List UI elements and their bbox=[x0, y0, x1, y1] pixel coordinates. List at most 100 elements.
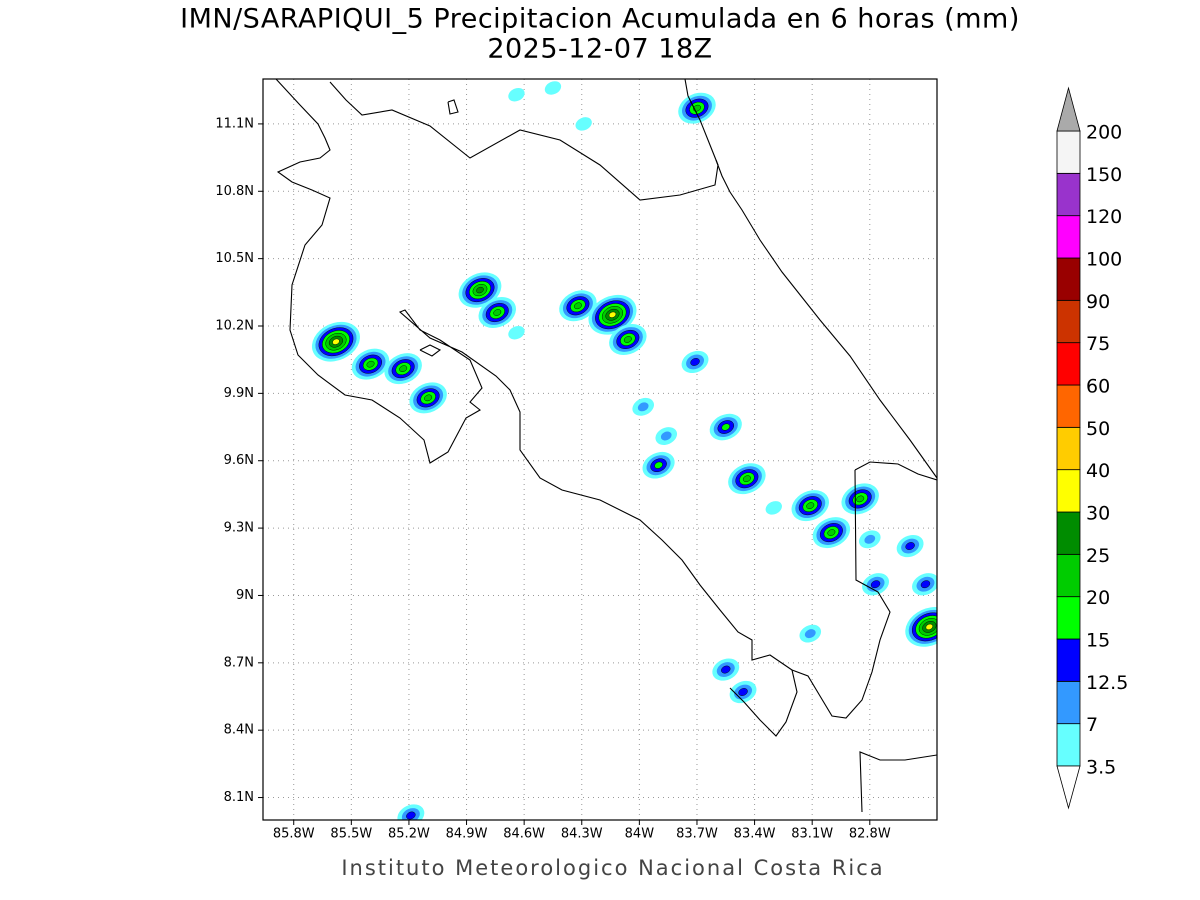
y-tick-label: 10.5N bbox=[215, 251, 254, 266]
contour-band bbox=[573, 302, 582, 310]
contour-band bbox=[654, 461, 663, 469]
precip-cell bbox=[588, 294, 637, 335]
coastline bbox=[791, 469, 891, 719]
colorbar-bin bbox=[1056, 723, 1081, 767]
contour-band bbox=[905, 542, 915, 550]
y-tick-label: 11.1N bbox=[215, 116, 254, 131]
contour-band bbox=[332, 338, 340, 345]
contour-band bbox=[827, 529, 836, 536]
contour-band bbox=[738, 688, 748, 696]
precip-cell bbox=[642, 451, 675, 479]
colorbar: 3.5 7 12.5 15 20 25 30 40 50 60 75 90 100 120 150 200 bbox=[1056, 86, 1128, 810]
coastline bbox=[854, 461, 937, 481]
precip-cell bbox=[709, 413, 742, 441]
contour-band bbox=[508, 325, 525, 340]
precip-cell bbox=[311, 321, 361, 362]
precip-cell bbox=[478, 297, 517, 329]
contour-band bbox=[406, 811, 416, 820]
precip-cell bbox=[791, 490, 830, 522]
colorbar-bin bbox=[1056, 596, 1081, 640]
precip-cell bbox=[575, 117, 592, 131]
x-tick-label: 83.4W bbox=[734, 827, 776, 842]
precip-cell bbox=[799, 624, 822, 643]
coastline bbox=[447, 99, 459, 115]
colorbar-label: 200 bbox=[1086, 122, 1122, 144]
precip-cell bbox=[559, 290, 597, 322]
contour-band bbox=[925, 623, 933, 630]
precip-cell bbox=[728, 463, 766, 495]
colorbar-under bbox=[1056, 765, 1081, 810]
title: IMN/SARAPIQUI_5 Precipitacion Acumulada … bbox=[180, 4, 1020, 35]
precip-cell bbox=[508, 87, 525, 102]
colorbar-bin bbox=[1056, 130, 1081, 174]
x-tick-label: 85.8W bbox=[273, 827, 315, 842]
y-tick-label: 9.3N bbox=[224, 521, 254, 536]
colorbar-label: 90 bbox=[1086, 291, 1110, 313]
y-tick-label: 8.4N bbox=[224, 723, 254, 738]
colorbar-bin bbox=[1056, 426, 1081, 471]
contour-band bbox=[856, 495, 865, 503]
precip-cell bbox=[765, 501, 782, 515]
precip-cell bbox=[678, 92, 716, 124]
contour-band bbox=[508, 87, 525, 102]
colorbar-label: 7 bbox=[1086, 714, 1098, 736]
precip-cell bbox=[896, 534, 924, 558]
precip-cell bbox=[841, 483, 879, 515]
colorbar-label: 3.5 bbox=[1086, 757, 1116, 779]
contour-band bbox=[870, 580, 881, 589]
contour-band bbox=[575, 117, 592, 131]
colorbar-label: 12.5 bbox=[1086, 672, 1128, 694]
grid bbox=[263, 79, 937, 820]
colorbar-bin bbox=[1056, 257, 1081, 301]
precip-cell bbox=[729, 680, 757, 704]
x-tick-label: 84.6W bbox=[503, 827, 545, 842]
contour-band bbox=[623, 336, 632, 343]
contour-band bbox=[366, 360, 375, 368]
x-tick-label: 85.5W bbox=[330, 827, 372, 842]
precip-cell bbox=[609, 323, 647, 355]
contour-band bbox=[864, 534, 876, 544]
contour-band bbox=[424, 394, 433, 402]
colorbar-bin bbox=[1056, 638, 1081, 682]
precip-cell bbox=[544, 81, 562, 95]
coastline bbox=[419, 344, 442, 357]
precip-cell bbox=[858, 530, 881, 549]
colorbar-bin bbox=[1056, 215, 1081, 259]
x-tick-label: 84W bbox=[625, 827, 655, 842]
colorbar-bin bbox=[1056, 384, 1081, 428]
x-tick-label: 82.8W bbox=[849, 827, 891, 842]
contour-band bbox=[544, 81, 562, 95]
coastline bbox=[275, 79, 798, 737]
coastlines bbox=[275, 79, 937, 813]
colorbar-label: 75 bbox=[1086, 333, 1110, 355]
precip-cell bbox=[397, 804, 425, 820]
colorbar-bin bbox=[1056, 553, 1081, 598]
contour-band bbox=[660, 431, 672, 441]
colorbar-bin bbox=[1056, 342, 1081, 386]
x-tick-label: 85.2W bbox=[388, 827, 430, 842]
coastline bbox=[715, 159, 937, 479]
contour-band bbox=[690, 358, 700, 366]
colorbar-bin bbox=[1056, 299, 1081, 344]
colorbar-label: 120 bbox=[1086, 206, 1122, 228]
x-tick-label: 83.1W bbox=[791, 827, 833, 842]
colorbar-label: 60 bbox=[1086, 376, 1110, 398]
y-tick-label: 10.2N bbox=[215, 319, 254, 334]
precip-cell bbox=[409, 382, 447, 414]
footer: Instituto Meteorologico Nacional Costa R… bbox=[341, 856, 884, 880]
colorbar-label: 150 bbox=[1086, 164, 1122, 186]
contour-band bbox=[608, 311, 617, 318]
y-tick-label: 9N bbox=[236, 588, 254, 603]
contour-band bbox=[399, 365, 408, 372]
colorbar-label: 100 bbox=[1086, 249, 1122, 271]
precip-cells bbox=[311, 81, 937, 820]
precip-cell bbox=[812, 517, 851, 549]
colorbar-label: 50 bbox=[1086, 418, 1110, 440]
x-tick-label: 83.7W bbox=[676, 827, 718, 842]
y-tick-label: 8.7N bbox=[224, 655, 254, 670]
colorbar-bin bbox=[1056, 172, 1081, 217]
precip-cell bbox=[912, 573, 937, 596]
colorbar-label: 15 bbox=[1086, 630, 1110, 652]
precip-cell bbox=[351, 348, 390, 380]
